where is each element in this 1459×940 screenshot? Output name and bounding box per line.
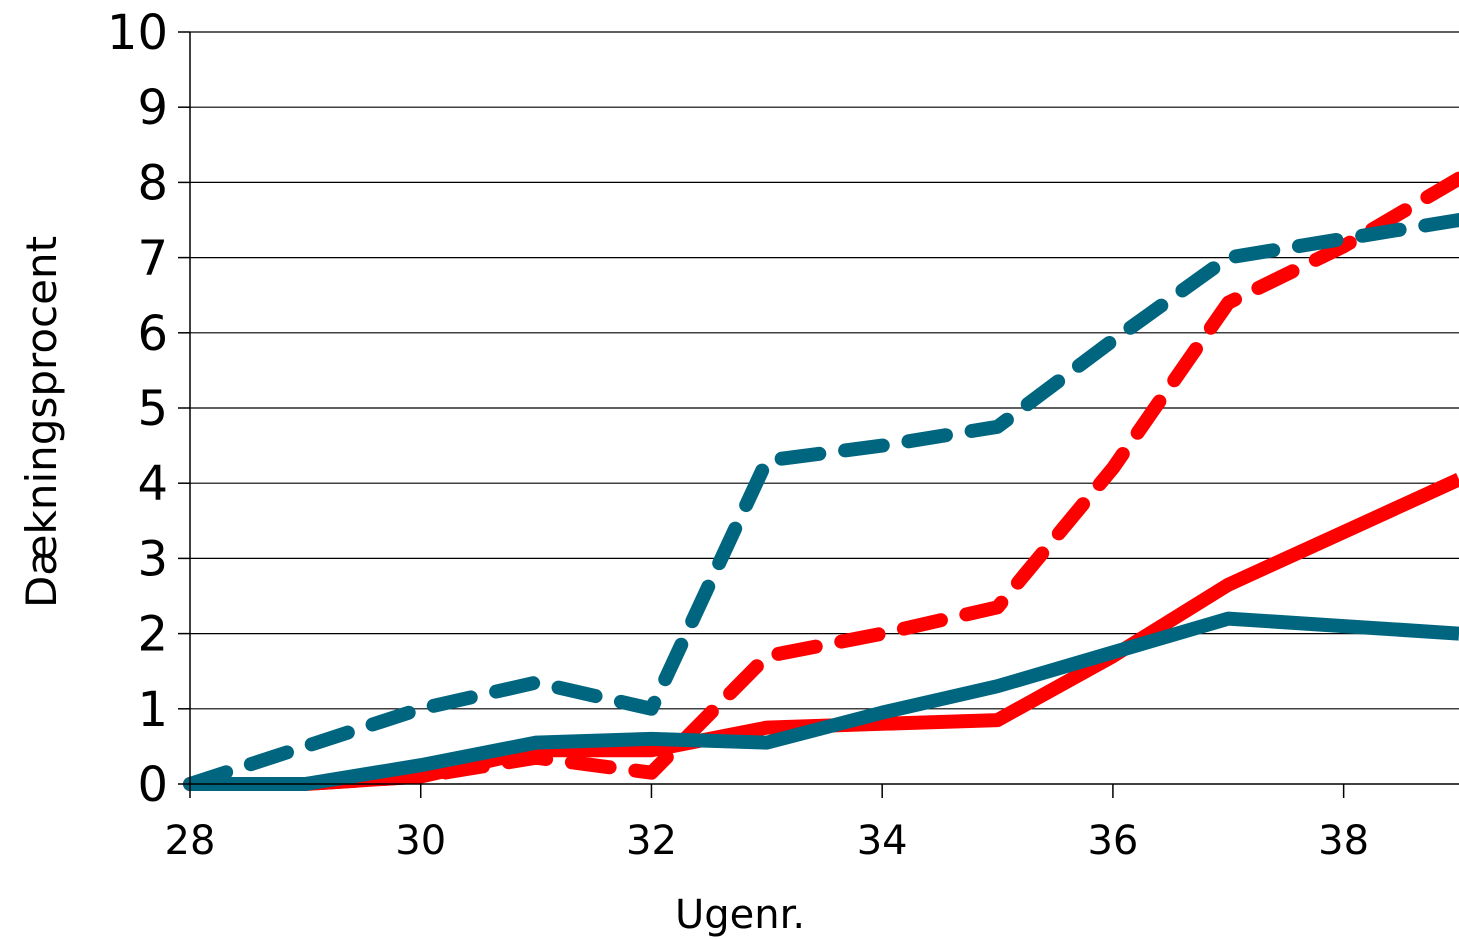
x-tick-label: 32 (626, 818, 677, 864)
x-tick-label: 28 (165, 818, 216, 864)
gridlines (190, 31, 1459, 710)
y-tick-label: 7 (137, 231, 168, 287)
axes (178, 31, 1459, 798)
series-lines (183, 171, 1459, 791)
x-tick-label: 36 (1087, 818, 1138, 864)
y-tick-label: 4 (137, 456, 168, 512)
y-tick-label: 5 (137, 381, 168, 437)
x-tick-label: 34 (857, 818, 908, 864)
x-axis-title: Ugenr. (675, 892, 805, 938)
y-axis-title: Dækningsprocent (17, 236, 66, 608)
y-tick-label: 6 (137, 306, 168, 362)
y-tick-label: 1 (137, 682, 168, 738)
series-line-1 (190, 473, 1459, 791)
y-tick-label: 9 (137, 80, 168, 136)
series-line-2 (183, 171, 1459, 791)
y-tick-label: 2 (137, 607, 168, 663)
y-tick-label: 8 (137, 155, 168, 211)
y-tick-label: 10 (107, 5, 168, 61)
series-line-3 (190, 611, 1459, 791)
x-tick-label: 38 (1318, 818, 1369, 864)
series-line-4 (183, 213, 1459, 791)
y-tick-label: 3 (137, 531, 168, 587)
x-tick-label: 30 (395, 818, 446, 864)
y-tick-label: 0 (137, 757, 168, 813)
